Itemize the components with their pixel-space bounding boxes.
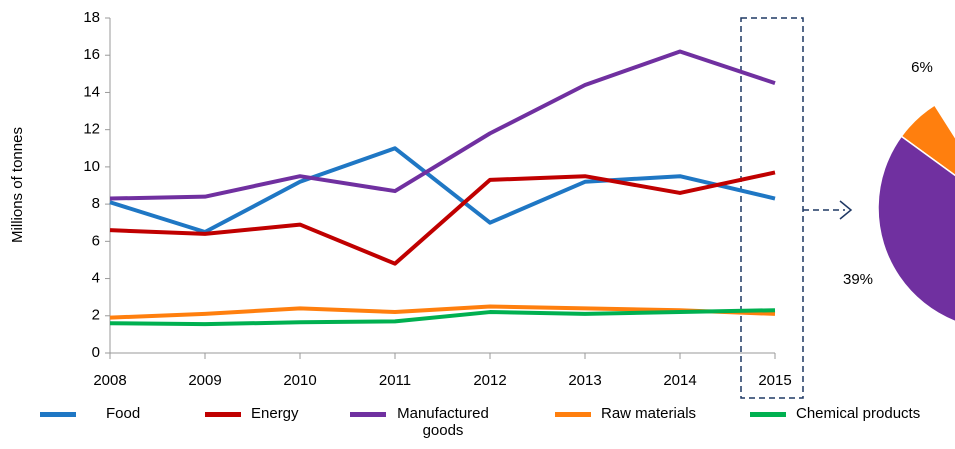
- legend-label: Energy: [251, 405, 299, 422]
- y-axis-label: Millions of tonnes: [9, 127, 26, 243]
- series-line: [109, 146, 776, 235]
- series-line: [109, 308, 776, 327]
- series-line: [109, 170, 776, 266]
- pie-slice: [877, 135, 955, 323]
- y-tick-label: 14: [83, 83, 100, 100]
- arrow-head: [839, 200, 853, 220]
- y-tick-label: 8: [92, 195, 100, 212]
- x-tick-label: 2011: [379, 372, 411, 389]
- legend-item: Manufactured goods: [350, 405, 490, 439]
- series-line: [109, 49, 776, 201]
- x-tick-label: 2008: [93, 372, 126, 389]
- legend-swatch: [750, 412, 786, 417]
- x-tick-label: 2010: [283, 372, 316, 389]
- legend-item: Chemical products: [750, 405, 950, 422]
- y-tick-label: 10: [83, 158, 100, 175]
- legend-swatch: [205, 412, 241, 417]
- series-line: [109, 304, 776, 320]
- legend-item: Energy: [205, 405, 415, 422]
- legend-label: Chemical products: [796, 405, 921, 422]
- x-tick-label: 2015: [758, 372, 791, 389]
- legend-label: Manufactured goods: [397, 405, 489, 439]
- y-tick-label: 16: [83, 46, 100, 63]
- y-tick-label: 18: [83, 9, 100, 26]
- y-tick-label: 4: [92, 270, 100, 287]
- y-tick-label: 2: [92, 307, 100, 324]
- legend-item: Raw materials: [555, 405, 755, 422]
- x-tick-label: 2014: [663, 372, 696, 389]
- legend-swatch: [40, 412, 76, 417]
- highlight-box: [740, 17, 804, 399]
- legend-item: Food: [40, 405, 140, 422]
- legend-label: Raw materials: [601, 405, 697, 422]
- x-tick-label: 2009: [188, 372, 221, 389]
- legend-label: Food: [106, 405, 141, 422]
- y-tick-label: 12: [83, 121, 100, 138]
- pie-label: 39%: [843, 271, 873, 288]
- y-tick-label: 6: [92, 232, 100, 249]
- x-tick-label: 2013: [568, 372, 601, 389]
- y-tick-label: 0: [92, 344, 100, 361]
- legend-swatch: [555, 412, 591, 417]
- x-tick-label: 2012: [473, 372, 506, 389]
- legend-swatch: [350, 412, 386, 417]
- pie-label: 6%: [911, 59, 933, 76]
